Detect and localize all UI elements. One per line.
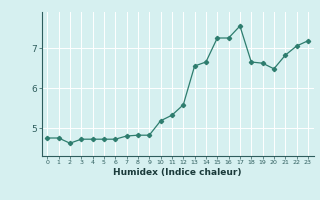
X-axis label: Humidex (Indice chaleur): Humidex (Indice chaleur) bbox=[113, 168, 242, 177]
